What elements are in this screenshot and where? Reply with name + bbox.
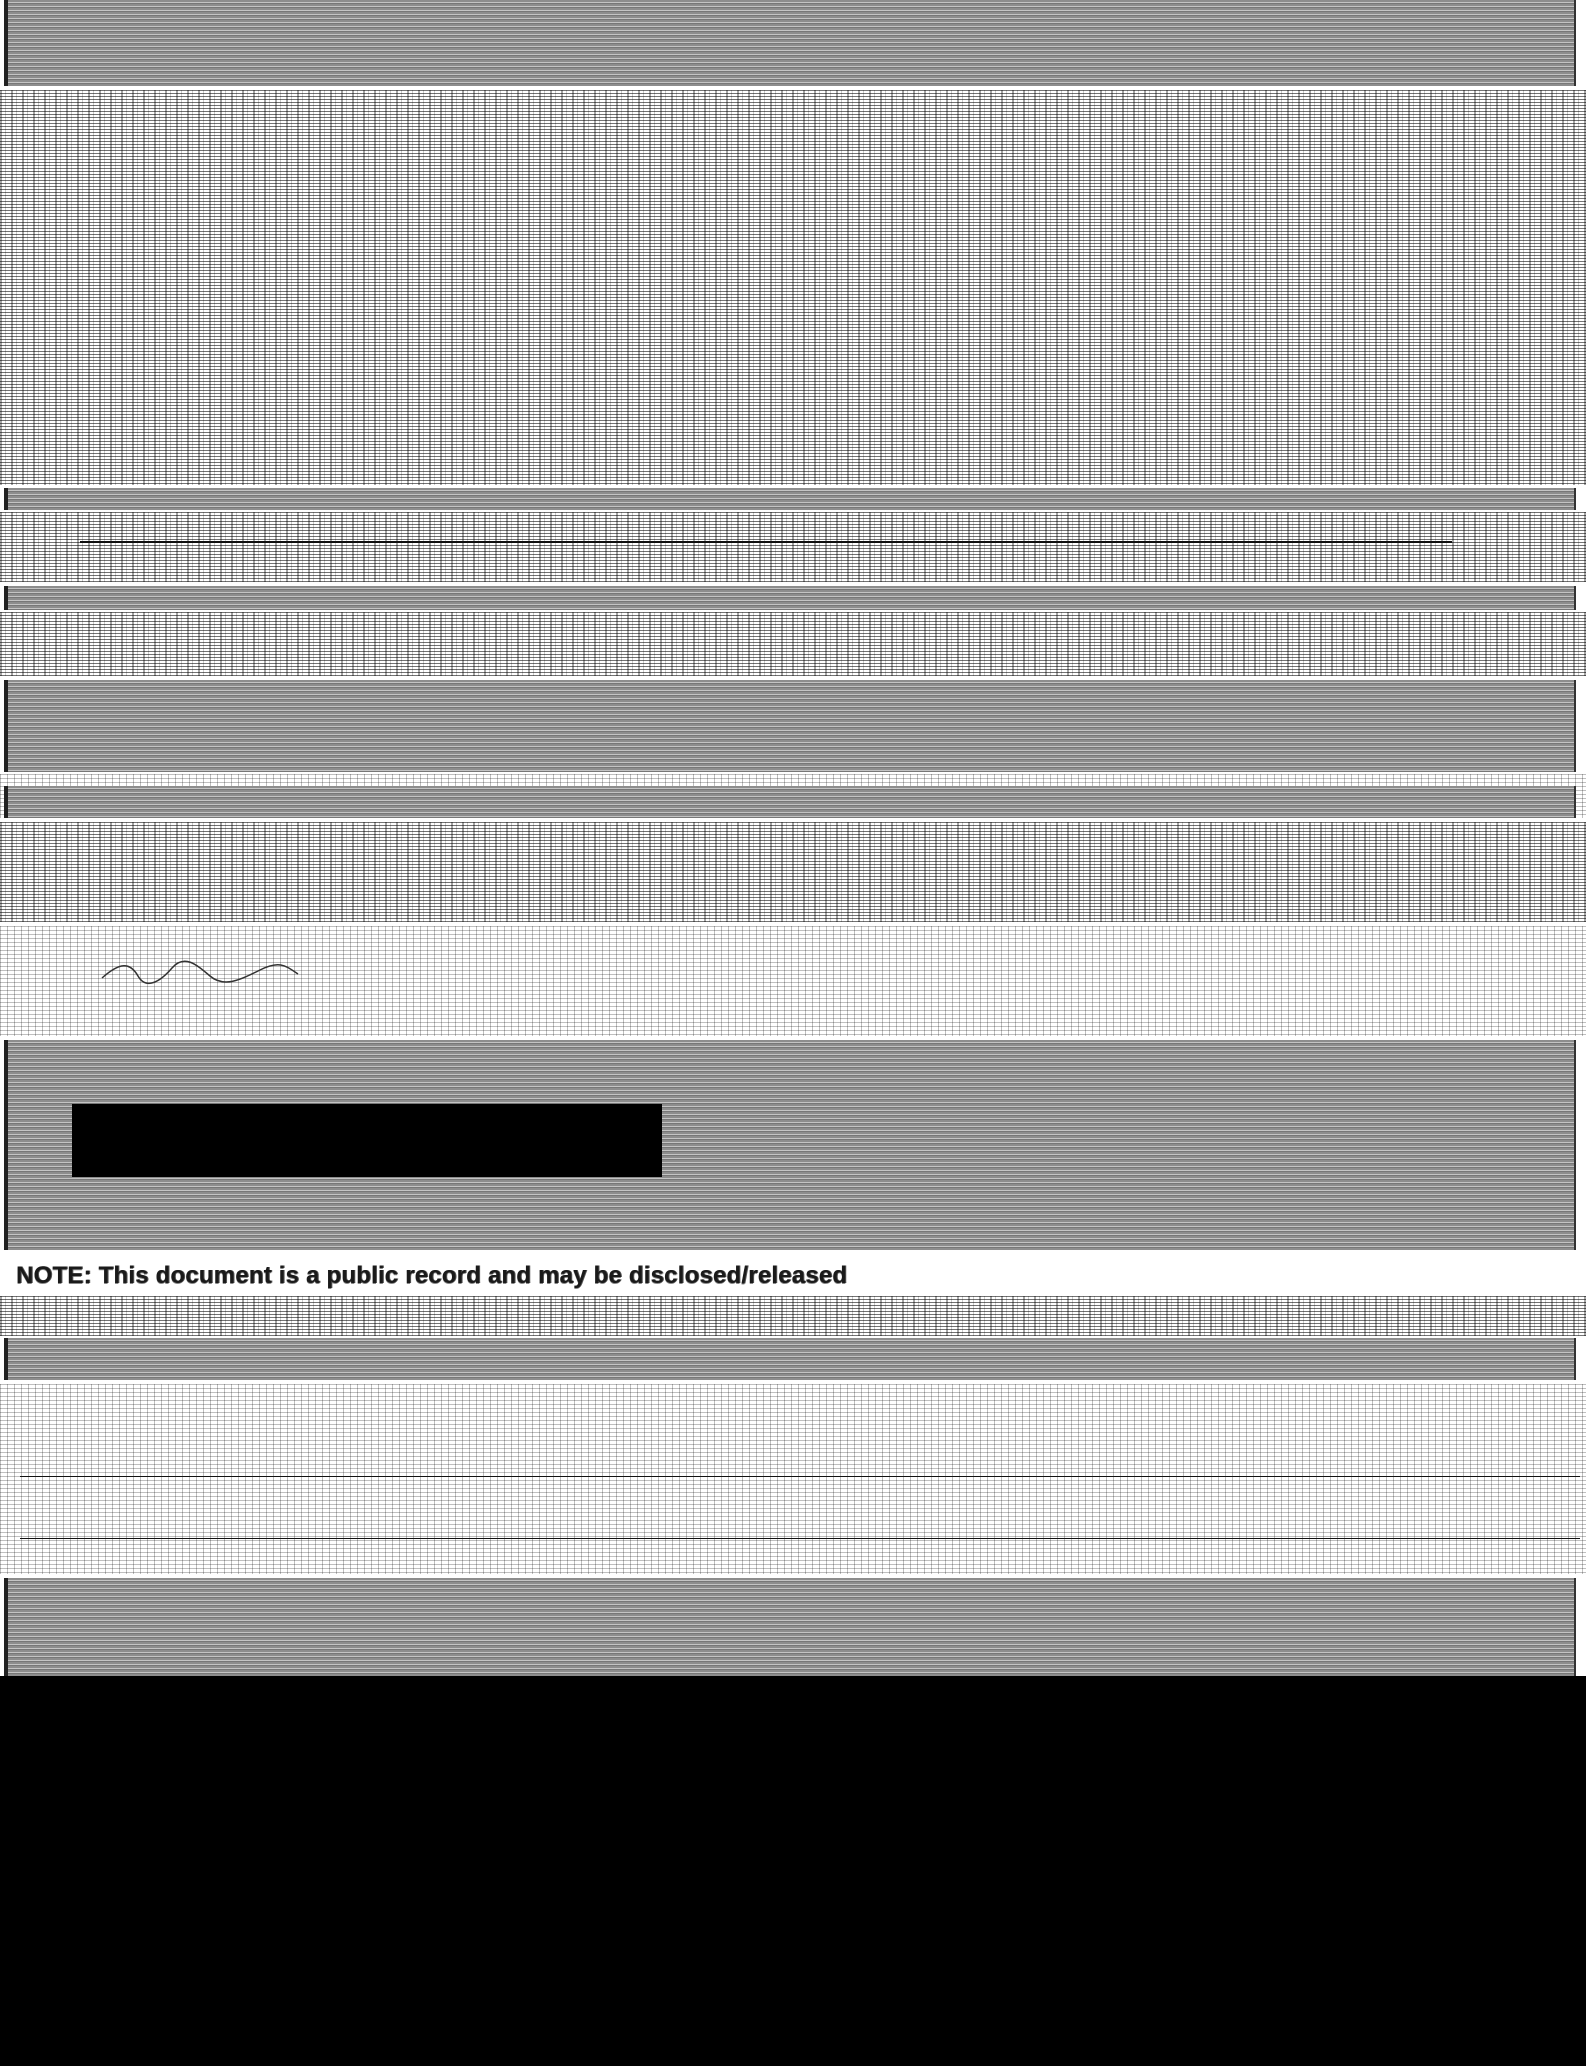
illegible-text-line [0, 512, 1586, 582]
public-record-notice: NOTE: This document is a public record a… [16, 1262, 848, 1289]
header-band [4, 0, 1576, 86]
form-rule [20, 1538, 1580, 1539]
illegible-text-block [0, 90, 1586, 485]
section-band [4, 1338, 1576, 1380]
redaction-box [72, 1104, 662, 1177]
section-band [4, 786, 1576, 818]
scan-black-margin [0, 1676, 1586, 2066]
illegible-form-fields [0, 1384, 1586, 1574]
illegible-text-line [0, 612, 1586, 676]
scanned-document-page: NOTE: This document is a public record a… [0, 0, 1586, 1676]
underline-rule [80, 541, 1452, 543]
illegible-text-line [0, 1296, 1586, 1336]
section-band [4, 488, 1576, 510]
form-rule [20, 1476, 1580, 1477]
footer-band [4, 1578, 1576, 1676]
section-band [4, 586, 1576, 610]
section-band [4, 680, 1576, 772]
signature-area [0, 926, 1586, 1036]
handwritten-signature [101, 960, 299, 985]
illegible-text-block [0, 822, 1586, 922]
